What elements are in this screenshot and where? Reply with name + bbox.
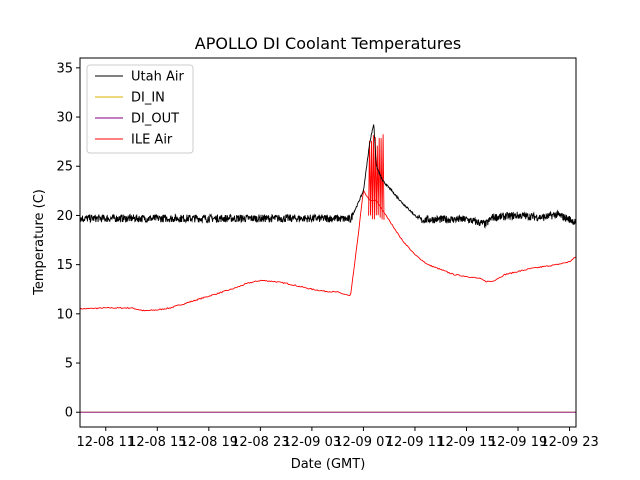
series-spikes-ile-air: [368, 134, 385, 220]
x-tick-label: 12-09 15: [437, 435, 495, 450]
x-tick-label: 12-08 11: [77, 435, 135, 450]
y-axis-label: Temperature (C): [32, 189, 47, 296]
y-axis: 0 5 10 15 20 25 30 35: [56, 61, 80, 421]
x-tick-label: 12-09 11: [386, 435, 444, 450]
y-tick-label: 0: [65, 406, 73, 421]
x-tick-label: 12-08 23: [231, 435, 289, 450]
legend-label-di-in[interactable]: DI_IN: [131, 91, 165, 106]
legend-label-ile-air[interactable]: ILE Air: [131, 133, 173, 148]
legend-label-utah-air[interactable]: Utah Air: [131, 70, 184, 85]
y-tick-label: 35: [56, 61, 73, 76]
chart-title: APOLLO DI Coolant Temperatures: [195, 34, 461, 53]
x-axis-label: Date (GMT): [291, 457, 366, 472]
x-tick-label: 12-09 03: [283, 435, 341, 450]
plot-frame: [79, 57, 577, 428]
legend-box: [86, 64, 194, 154]
series-line-ile-air: [79, 189, 577, 312]
y-tick-label: 30: [56, 111, 73, 126]
y-tick-label: 15: [56, 258, 73, 273]
legend-entries: Utah Air DI_IN DI_OUT ILE Air: [95, 70, 184, 148]
y-tick-label: 25: [56, 160, 73, 175]
series-line-utah-air: [79, 124, 577, 229]
x-tick-label: 12-09 23: [540, 435, 598, 450]
x-tick-label: 12-08 19: [180, 435, 238, 450]
y-tick-label: 5: [65, 357, 73, 372]
x-tick-label: 12-08 15: [128, 435, 186, 450]
x-tick-label: 12-09 19: [489, 435, 547, 450]
series-layer: [79, 124, 577, 413]
x-tick-label: 12-09 07: [334, 435, 392, 450]
y-tick-label: 20: [56, 209, 73, 224]
legend-label-di-out[interactable]: DI_OUT: [131, 112, 179, 127]
legend[interactable]: Utah Air DI_IN DI_OUT ILE Air: [86, 64, 194, 154]
y-tick-label: 10: [56, 307, 73, 322]
